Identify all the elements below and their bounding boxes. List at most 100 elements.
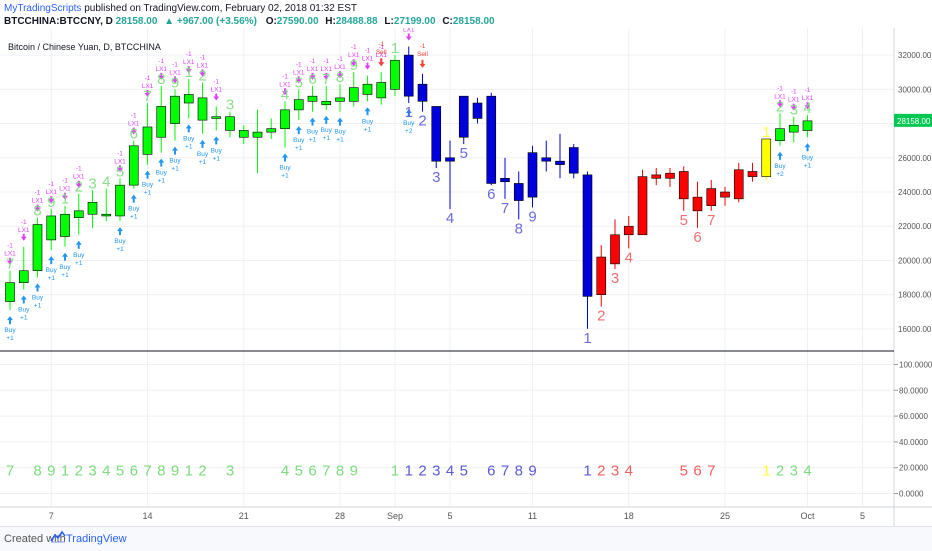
lx-label: LX1 (210, 86, 222, 93)
count-label: 4 (803, 100, 811, 117)
candle-body (266, 128, 277, 133)
buy-label: Buy (403, 120, 415, 127)
indicator-tick-label: 20.0000 (899, 464, 928, 473)
buy-label: Buy (46, 267, 58, 274)
count-label: 2 (75, 179, 83, 196)
count-label: 6 (693, 229, 701, 246)
candle-body (403, 54, 414, 97)
lx-qty-label: -1 (131, 113, 137, 120)
indicator-count-label: 3 (432, 462, 440, 479)
count-label: 3 (88, 175, 96, 192)
lx-qty-label: -1 (351, 44, 357, 51)
buy-arrow-icon (130, 194, 137, 203)
sell-label: Sell (376, 49, 387, 56)
buy-label: Buy (4, 327, 16, 334)
count-label: 6 (308, 71, 316, 88)
indicator-count-label: 3 (88, 462, 96, 479)
price-tick-label: 30000.00 (898, 85, 932, 94)
candle-body (775, 128, 785, 141)
lx-label: LX1 (155, 66, 167, 73)
author-link[interactable]: MyTradingScripts (4, 3, 82, 14)
indicator-axis[interactable]: 100.0000 80.0000 60.0000 40.0000 20.0000 0.00… (894, 360, 932, 499)
buy-arrow-icon (282, 153, 288, 162)
lx-arrow-icon (364, 62, 371, 70)
buy-qty-label: +1 (158, 178, 166, 185)
last-price: 28158.00 (115, 16, 158, 27)
sell-qty-label: -1 (420, 43, 426, 50)
count-label: 8 (33, 203, 41, 220)
publish-line: MyTradingScripts published on TradingVie… (4, 3, 357, 14)
count-label: 9 (47, 194, 55, 211)
count-label: 3 (611, 270, 619, 287)
chart-canvas[interactable]: Bitcoin / Chinese Yuan, D, BTCCHINA 1600… (0, 28, 932, 526)
buy-arrow-icon (323, 115, 330, 124)
candle-body (225, 116, 235, 131)
count-label: 4 (102, 174, 110, 191)
candle-body (321, 101, 332, 106)
indicator-count-label: 5 (295, 462, 303, 479)
symbol-label: BTCCHINA:BTCCNY, D (4, 16, 113, 27)
tradingview-link[interactable]: TradingView (66, 533, 127, 545)
indicator-count-label: 2 (597, 462, 605, 479)
buy-label: Buy (142, 182, 154, 189)
candle-body (115, 184, 125, 217)
lx-arrow-icon (34, 204, 41, 212)
count-label: 3 (790, 102, 798, 119)
time-axis[interactable]: 7 14 21 28 Sep 5 11 18 25 Oct 5 (49, 511, 865, 521)
lx-label: LX1 (183, 59, 195, 66)
buy-qty-label: +1 (364, 126, 372, 133)
count-label: 2 (776, 98, 784, 115)
candle-body (802, 120, 813, 131)
footer: Created with TradingView (0, 526, 932, 551)
candle-body (513, 183, 524, 201)
lx-label: LX1 (114, 158, 126, 165)
time-tick-label: 21 (239, 511, 249, 521)
count-label: 1 (762, 124, 770, 141)
candles-layer (5, 46, 813, 329)
lx-arrow-icon (48, 196, 55, 204)
buy-label: Buy (18, 307, 30, 314)
indicator-count-label: 8 (336, 462, 344, 479)
candle-body (362, 83, 373, 95)
lx-qty-label: -1 (200, 54, 206, 61)
buy-label: Buy (774, 163, 786, 170)
lx-label: LX1 (32, 198, 44, 205)
indicator-tick-label: 0.0000 (899, 490, 924, 499)
buy-arrow-icon (75, 240, 82, 249)
count-label: 5 (680, 212, 688, 229)
candle-body (678, 171, 689, 200)
lx-qty-label: -1 (365, 48, 371, 55)
lx-qty-label: -1 (48, 181, 54, 188)
indicator-count-label: 4 (102, 462, 110, 479)
lx-arrow-icon (309, 72, 316, 80)
buy-qty-label: +1 (336, 137, 344, 144)
tradingview-logo-icon[interactable] (50, 530, 66, 544)
indicator-count-label: 7 (143, 462, 151, 479)
count-label: 1 (583, 330, 591, 347)
chart-title: Bitcoin / Chinese Yuan, D, BTCCHINA (8, 42, 161, 52)
buy-arrow-icon (117, 227, 123, 236)
price-tick-label: 22000.00 (898, 222, 932, 231)
indicator-count-label: 9 (350, 462, 358, 479)
indicator-tick-label: 40.0000 (899, 438, 928, 447)
indicator-count-label: 2 (418, 462, 426, 479)
buy-qty-label: +1 (185, 143, 193, 150)
buy-qty-label: +1 (281, 173, 289, 180)
lx-arrow-icon (172, 76, 178, 84)
published-text: published on TradingView.com, February 0… (84, 3, 357, 14)
buy-label: Buy (211, 147, 223, 154)
indicator-count-label: 8 (157, 462, 165, 479)
price-axis[interactable]: 16000.00 18000.00 20000.00 22000.00 24000.00… (898, 51, 932, 334)
price-tick-label: 26000.00 (898, 154, 932, 163)
count-label: 7 (322, 71, 330, 88)
candle-body (376, 82, 387, 99)
close-label: C: (442, 16, 453, 27)
last-price-label: 28158.00 (897, 117, 931, 126)
lx-qty-label: -1 (62, 178, 68, 185)
count-label: 6 (487, 186, 495, 203)
time-tick-label: 5 (447, 511, 452, 521)
indicator-tick-label: 80.0000 (899, 386, 928, 395)
candle-body (733, 169, 744, 200)
candle-body (431, 106, 442, 162)
chart-grid (0, 28, 894, 507)
